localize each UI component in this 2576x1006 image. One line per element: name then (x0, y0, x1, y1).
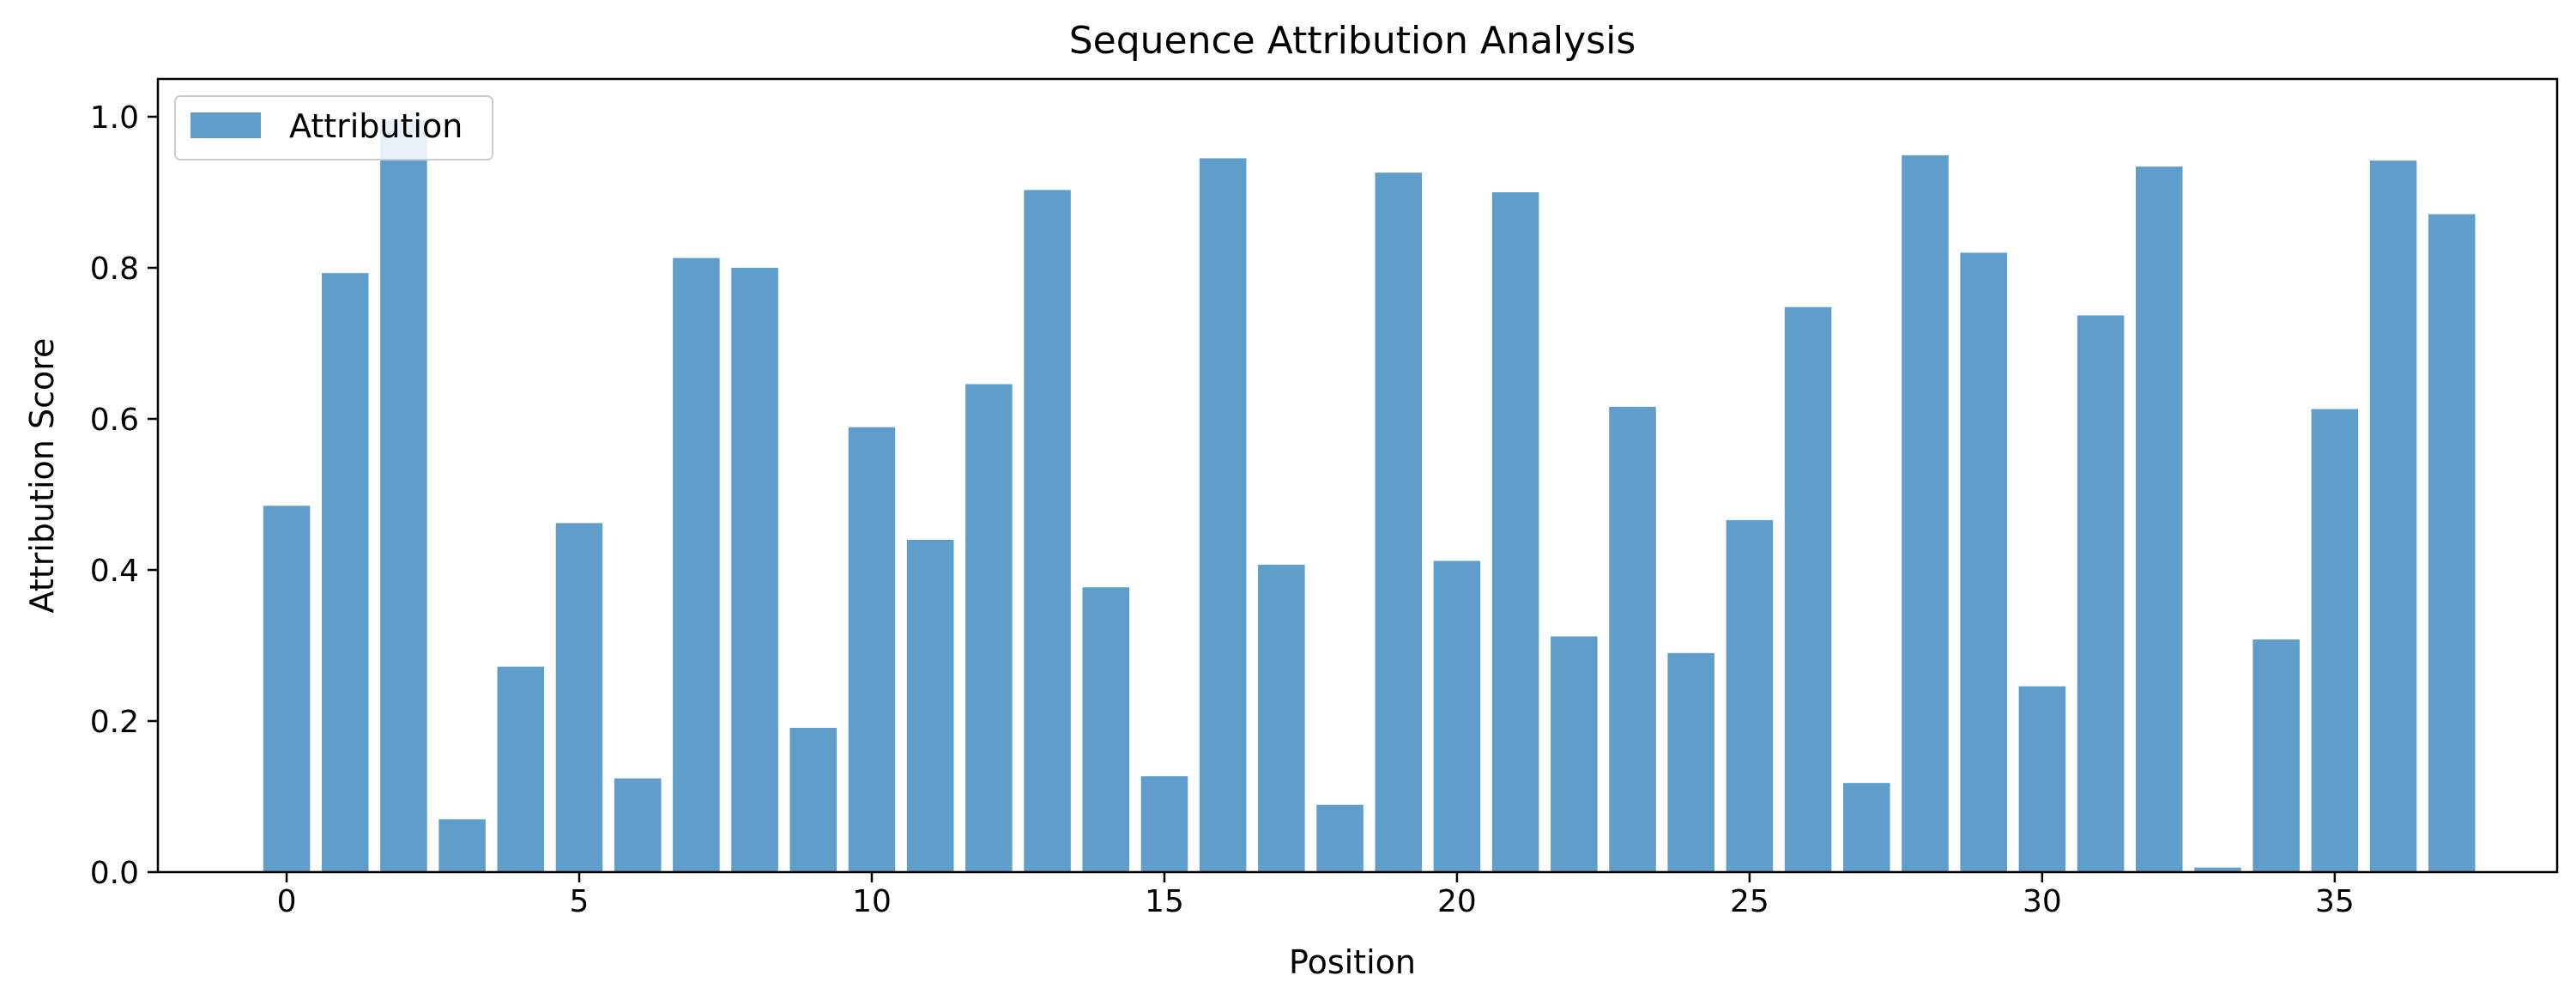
legend: Attribution (174, 95, 493, 161)
x-tick-label: 10 (852, 884, 892, 919)
x-axis-label: Position (1289, 943, 1416, 981)
bar (1784, 306, 1832, 872)
bar (1491, 192, 1539, 872)
bar (1316, 804, 1364, 872)
bar (1726, 519, 1774, 872)
bar (1375, 173, 1423, 872)
bar (380, 120, 427, 872)
y-axis: 0.0 0.2 0.4 0.6 0.8 1.0 (90, 100, 158, 891)
plot-frame (156, 77, 2559, 874)
bar (1551, 636, 1598, 872)
y-tick-label: 0.8 (90, 252, 139, 287)
bar (263, 506, 311, 872)
x-tick-label: 15 (1145, 884, 1184, 919)
chart-title: Sequence Attribution Analysis (1069, 19, 1636, 63)
legend-box (174, 95, 493, 161)
bar (1667, 652, 1714, 872)
legend-swatch (190, 112, 261, 138)
bar (614, 778, 662, 872)
x-tick-label: 30 (2023, 884, 2062, 919)
bar (1960, 252, 2007, 872)
bar (2194, 867, 2241, 872)
bars-layer (263, 120, 2476, 873)
bar (438, 819, 486, 872)
bar (2018, 686, 2066, 872)
bar (555, 523, 603, 872)
bar (1902, 155, 1949, 872)
bar (2369, 161, 2417, 873)
y-tick-label: 0.0 (90, 856, 139, 891)
bar (321, 273, 369, 872)
bar (1433, 561, 1481, 872)
bar (1843, 783, 1890, 872)
x-tick-label: 5 (570, 884, 590, 919)
bar (965, 384, 1013, 872)
bar (789, 727, 838, 872)
bar (673, 258, 720, 872)
x-tick-label: 20 (1437, 884, 1477, 919)
bar (2252, 639, 2300, 872)
bar (1609, 406, 1656, 872)
y-axis-label: Attribution Score (23, 338, 61, 614)
y-tick-label: 0.6 (90, 403, 139, 438)
bar (731, 268, 778, 872)
bar (2077, 315, 2125, 872)
bar (1024, 190, 1071, 873)
x-axis: 0 5 10 15 20 25 30 35 (277, 872, 2355, 919)
y-tick-label: 0.4 (90, 554, 139, 589)
x-tick-label: 0 (277, 884, 297, 919)
bar (2428, 214, 2476, 872)
y-tick-label: 0.2 (90, 705, 139, 740)
bar (1140, 776, 1188, 872)
bar (497, 666, 545, 872)
bar (848, 427, 896, 872)
bar (906, 539, 954, 872)
y-tick-label: 1.0 (90, 100, 139, 136)
bar (1258, 564, 1305, 872)
bar (2135, 167, 2183, 872)
bar (1082, 587, 1130, 872)
bar (2311, 409, 2359, 872)
legend-label: Attribution (289, 107, 463, 145)
x-tick-label: 35 (2315, 884, 2355, 919)
x-tick-label: 25 (1730, 884, 1769, 919)
bar (1199, 158, 1247, 872)
